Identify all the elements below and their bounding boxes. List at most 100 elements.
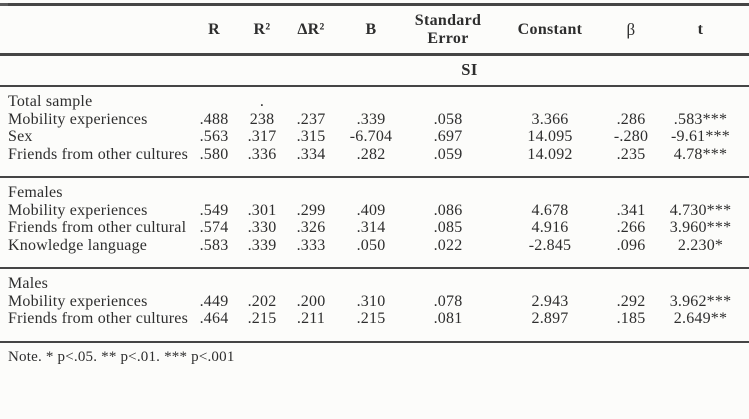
cell-value	[238, 268, 286, 293]
cell-value: .488	[199, 110, 229, 128]
table-row: Knowledge language .583 .339 .333 .050 .022 -2…	[0, 237, 749, 269]
cell-value: 14.095	[527, 128, 573, 145]
cell-value: .185	[616, 310, 646, 327]
cell-value	[406, 86, 490, 111]
cell-value: .301	[247, 201, 277, 219]
cell-value: .310	[356, 292, 386, 310]
cell-value: 4.678	[531, 201, 569, 219]
cell-value: 3.366	[531, 110, 569, 128]
cell-value	[190, 86, 238, 111]
cell-value: 3.962***	[669, 292, 732, 310]
cell-value: .286	[616, 110, 646, 128]
table-row: Mobility experiences .488 238 .237 .339 .058 3…	[0, 111, 749, 129]
column-header-b: B	[336, 4, 406, 56]
cell-value	[406, 177, 490, 202]
cell-value: .339	[247, 236, 277, 254]
cell-value: .583	[199, 236, 229, 254]
cell-value: 3.960***	[669, 219, 732, 236]
cell-value: .449	[199, 292, 229, 310]
cell-value: .299	[296, 201, 326, 219]
cell-value: .330	[247, 219, 277, 236]
cell-value: .336	[247, 145, 277, 163]
cell-value: -6.704	[349, 128, 393, 145]
cell-value	[406, 268, 490, 293]
cell-value	[336, 177, 406, 202]
cell-value: -2.845	[528, 236, 572, 254]
cell-value: .215	[247, 310, 277, 327]
cell-value: .078	[433, 292, 463, 310]
cell-value: -9.61***	[671, 128, 730, 145]
cell-value	[190, 268, 238, 293]
cell-value	[490, 177, 610, 202]
cell-value: 2.897	[531, 310, 569, 327]
cell-value: .050	[356, 236, 386, 254]
cell-value	[652, 268, 749, 293]
cell-value: .266	[616, 219, 646, 236]
cell-value: .211	[296, 310, 326, 327]
cell-value: .583***	[673, 110, 728, 128]
table-block-total-sample: Total sample. Mobility experiences .488 238…	[0, 86, 749, 177]
cell-value: .574	[199, 219, 229, 236]
cell-value: .086	[433, 201, 463, 219]
table-row: Friends from other cultures .580 .336 .334.…	[0, 146, 749, 178]
row-label: Friends from other cultures	[8, 145, 189, 163]
cell-value	[610, 268, 652, 293]
cell-value: 2.649**	[673, 310, 728, 327]
table-row: Males	[0, 268, 749, 293]
row-label: Mobility experiences	[8, 292, 148, 310]
cell-value: .237	[296, 110, 326, 128]
span-header-row: SI	[0, 54, 749, 87]
cell-value: .697	[433, 128, 463, 145]
table-note: Note. * p<.05. ** p<.01. *** p<.001	[8, 348, 235, 365]
table-row: Females	[0, 177, 749, 202]
cell-value: .058	[433, 110, 463, 128]
table-row: Mobility experiences .549 .301 .299 .409 .086…	[0, 202, 749, 220]
cell-value: .215	[356, 310, 386, 327]
table-block-males: Males Mobility experiences .449 .202 .200 .31…	[0, 268, 749, 342]
table-row: Friends from other cultural .574 .330 .326.…	[0, 219, 749, 237]
row-label: Mobility experiences	[8, 110, 148, 128]
row-label: Friends from other cultures	[8, 310, 189, 327]
cell-value: .580	[199, 145, 229, 163]
cell-value: -.280	[613, 128, 649, 145]
column-header-beta: β	[610, 4, 652, 56]
cell-value: 2.230*	[677, 236, 724, 254]
row-label: Total sample	[8, 93, 93, 110]
cell-value: 14.092	[527, 145, 573, 163]
cell-value: 4.916	[531, 219, 569, 236]
cell-value: .022	[433, 236, 463, 254]
cell-value: .334	[296, 145, 326, 163]
row-label: Males	[8, 275, 49, 292]
cell-value: .	[259, 93, 265, 110]
cell-value: 238	[249, 110, 275, 128]
column-header-t: t	[652, 4, 749, 56]
cell-value: .200	[296, 292, 326, 310]
cell-value: .085	[433, 219, 463, 236]
span-header-spacer	[0, 54, 190, 87]
table-row: Total sample.	[0, 86, 749, 111]
cell-value	[286, 86, 336, 111]
cell-value	[652, 177, 749, 202]
cell-value: .409	[356, 201, 386, 219]
cell-value	[490, 86, 610, 111]
row-label: Friends from other cultural	[8, 219, 187, 236]
cell-value: 4.730***	[669, 201, 732, 219]
column-header-r: R	[190, 4, 238, 56]
cell-value: .292	[616, 292, 646, 310]
cell-value: .464	[199, 310, 229, 327]
row-label: Sex	[8, 128, 33, 145]
row-label: Mobility experiences	[8, 201, 148, 219]
cell-value: .081	[433, 310, 463, 327]
table-block-females: Females Mobility experiences .549 .301 .299.…	[0, 177, 749, 268]
cell-value	[610, 86, 652, 111]
cell-value: 4.78***	[673, 145, 728, 163]
cell-value: .314	[356, 219, 386, 236]
cell-value	[336, 268, 406, 293]
regression-results-table: R R² ΔR² B Standard Error Constant β t S…	[0, 3, 749, 343]
scan-artifact	[0, 3, 8, 6]
row-label: Knowledge language	[8, 236, 148, 254]
cell-value: .235	[616, 145, 646, 163]
column-header-empty	[0, 4, 190, 56]
cell-value: .333	[296, 236, 326, 254]
cell-value: .059	[433, 145, 463, 163]
